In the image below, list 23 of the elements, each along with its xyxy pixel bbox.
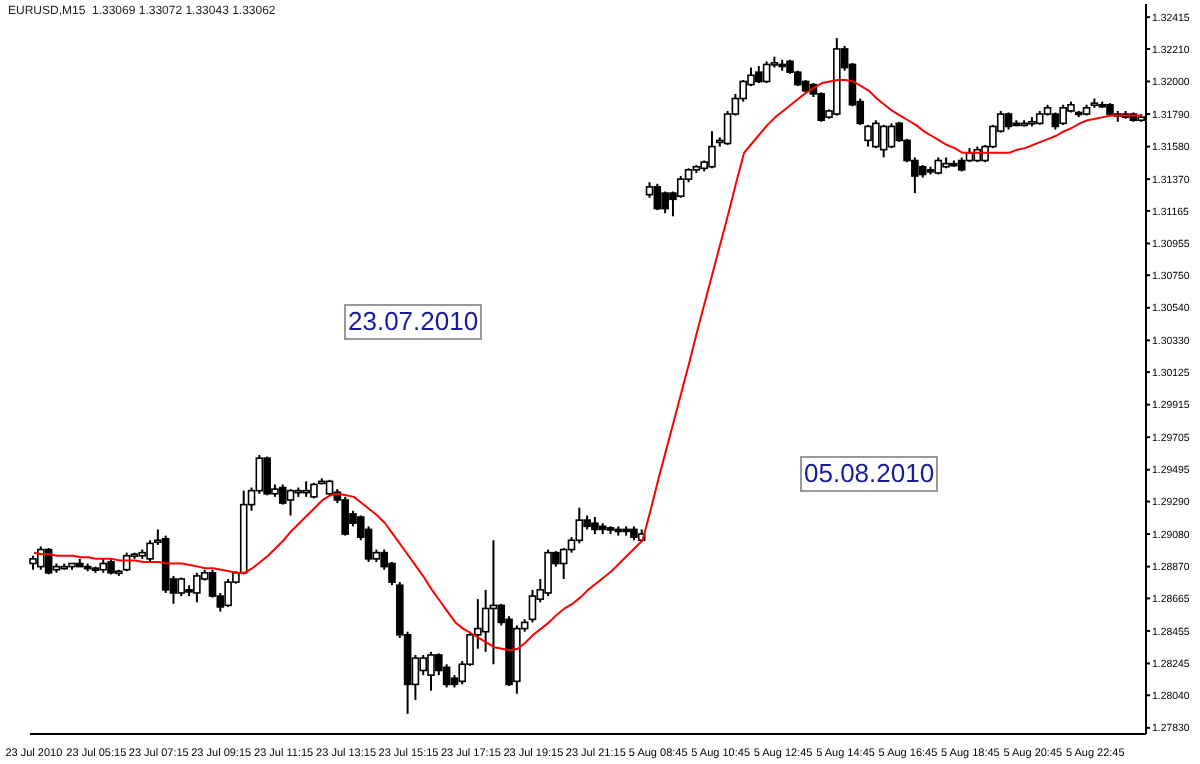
candlestick	[575, 506, 584, 545]
candlestick	[879, 123, 888, 159]
candlestick	[37, 545, 45, 571]
candlestick	[676, 175, 685, 199]
line-series	[32, 78, 1144, 652]
annotation: 05.08.2010	[800, 456, 939, 492]
candlestick	[872, 119, 880, 150]
candlestick	[427, 650, 435, 692]
candlestick	[1059, 103, 1067, 126]
candlestick	[887, 122, 896, 150]
candlestick	[177, 576, 186, 598]
annotation: 23.07.2010	[344, 304, 483, 340]
candlestick	[419, 653, 428, 677]
candlestick	[817, 91, 826, 123]
candlestick	[193, 571, 201, 604]
candlestick	[544, 548, 552, 598]
candlestick	[286, 488, 295, 517]
candlestick	[341, 495, 349, 537]
candlestick	[653, 182, 662, 212]
candlestick	[708, 130, 716, 170]
candlestick	[864, 123, 872, 148]
candlestick	[224, 578, 232, 608]
candlestick	[762, 60, 771, 85]
